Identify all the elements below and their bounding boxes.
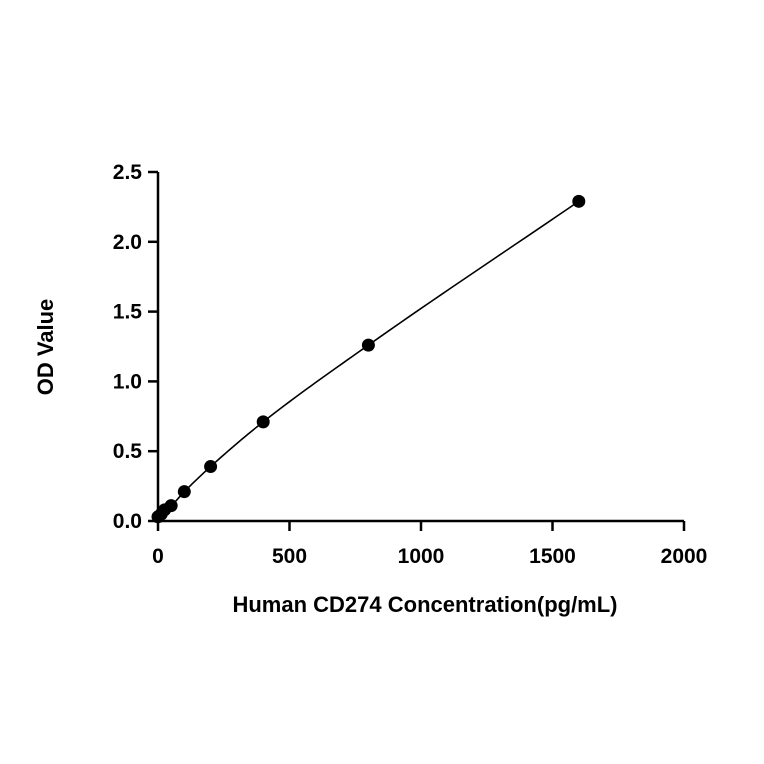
fit-curve [157, 200, 580, 518]
data-point [177, 485, 191, 499]
data-point [204, 460, 218, 474]
data-point [361, 338, 375, 352]
plot-area [151, 194, 586, 524]
x-tick-label: 1500 [529, 545, 576, 568]
x-axis-title: Human CD274 Concentration(pg/mL) [232, 592, 617, 617]
data-point [572, 194, 586, 208]
x-tick-label: 500 [272, 545, 307, 568]
x-tick-label: 1000 [398, 545, 445, 568]
data-points [151, 194, 586, 524]
data-point [256, 415, 270, 429]
y-tick-label: 1.0 [113, 370, 142, 393]
y-tick-label: 0.5 [113, 440, 143, 463]
y-tick-label: 0.0 [113, 510, 142, 533]
y-axis-title: OD Value [33, 299, 58, 396]
y-tick-label: 1.5 [113, 301, 143, 324]
y-tick-label: 2.0 [113, 231, 142, 254]
data-point [164, 499, 178, 513]
y-axis-ticks: 0.0 0.5 1.0 1.5 2.0 2.5 [113, 161, 158, 533]
x-tick-label: 2000 [661, 545, 708, 568]
y-tick-label: 2.5 [113, 161, 143, 184]
x-axis-ticks: 0 500 1000 1500 2000 [152, 521, 707, 568]
x-tick-label: 0 [152, 545, 164, 568]
axes: 0.0 0.5 1.0 1.5 2.0 2.5 0 500 1000 1500 2000 [113, 161, 708, 568]
